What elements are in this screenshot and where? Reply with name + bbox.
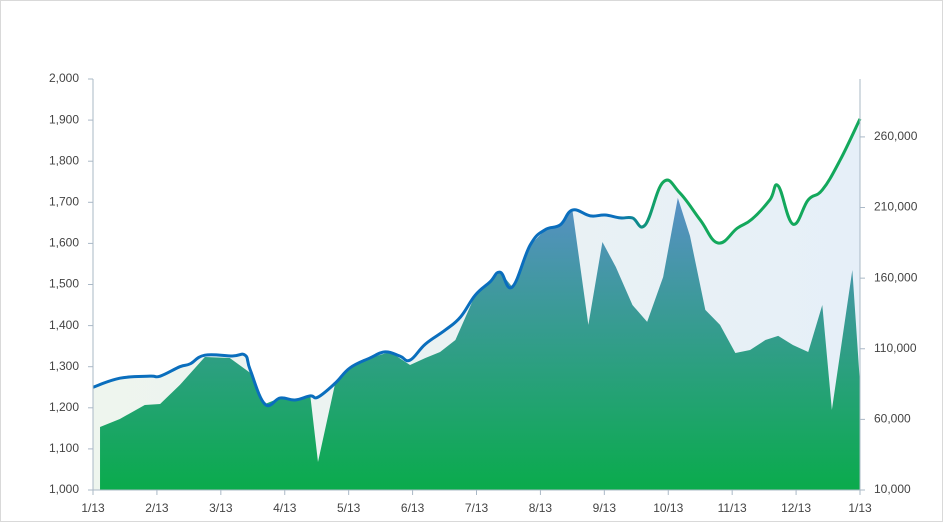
y2-tick-label: 210,000 [874,200,918,214]
y-tick-label: 1,100 [49,441,79,455]
x-tick-label: 12/13 [781,501,811,515]
y-tick-label: 1,300 [49,359,79,373]
y-tick-label: 1,500 [49,277,79,291]
y-tick-label: 1,400 [49,318,79,332]
x-tick-label: 9/13 [593,501,617,515]
x-tick-label: 8/13 [529,501,553,515]
y-tick-label: 1,200 [49,400,79,414]
y2-tick-label: 10,000 [874,482,911,496]
y2-tick-label: 110,000 [874,341,917,355]
line [92,118,862,408]
x-tick-label: 1/13 [848,501,872,515]
x-tick-label: 6/13 [401,501,425,515]
y2-tick-label: 160,000 [874,270,918,284]
y-tick-label: 1,700 [49,194,79,208]
x-tick-label: 10/13 [653,501,683,515]
y2-tick-label: 60,000 [874,412,911,426]
y2-tick-label: 260,000 [874,129,918,143]
x-tick-label: 5/13 [337,501,361,515]
y-tick-label: 1,000 [49,482,79,496]
x-tick-label: 4/13 [273,501,297,515]
x-tick-label: 1/13 [81,501,105,515]
x-tick-label: 7/13 [465,501,489,515]
y-tick-label: 2,000 [49,71,79,85]
y-tick-label: 1,800 [49,153,79,167]
y-tick-label: 1,900 [49,112,79,126]
area [100,197,861,491]
x-tick-label: 2/13 [145,501,169,515]
y-tick-label: 1,600 [49,236,79,250]
x-tick-label: 3/13 [209,501,233,515]
plot: 1,000 1,100 1,200 1,300 1,400 1,500 1,600 1,700… [49,71,918,515]
x-tick-label: 11/13 [718,501,747,515]
